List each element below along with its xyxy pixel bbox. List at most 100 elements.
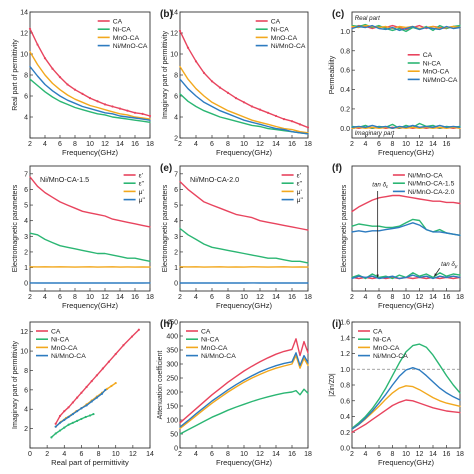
y-tick-label: 6 [24,387,28,394]
series-line-3 [351,24,461,32]
series-line-1 [179,93,309,135]
x-tick-label: 12 [101,141,109,148]
x-tick-label: 12 [129,451,137,458]
data-point [118,107,122,110]
x-tick-label: 10 [240,294,248,301]
x-tick-label: 18 [456,451,464,458]
series-line-2 [179,354,309,430]
y-axis-label: Electromagnetic parameters [12,184,19,272]
y-tick-label: 350 [166,348,178,355]
data-point [133,111,137,114]
data-point [226,91,230,94]
x-tick-label: 2 [28,294,32,301]
data-point [54,425,57,428]
x-tick-label: 8 [391,141,395,148]
x-axis-label: Frequency(GHz) [216,301,273,310]
inner-title: Ni/MnO-CA-2.0 [190,175,239,184]
x-tick-label: 14 [429,294,437,301]
y-tick-label: 0 [174,446,178,453]
data-point [95,374,98,377]
data-point [101,367,104,370]
legend-label: ε' [139,172,143,179]
y-tick-label: 4 [174,115,178,122]
x-tick-label: 12 [416,141,424,148]
data-point [90,400,93,403]
legend-label: ε" [297,181,303,188]
series-line-2 [351,385,461,430]
series-line-1 [351,343,461,429]
y-tick-label: 0.2 [340,430,350,437]
y-axis-label: Imaginary part of permittivity [12,341,19,429]
legend-label: Ni-CA [113,27,132,34]
y-tick-label: 4 [174,218,178,225]
annotation-text: Imaginary part [355,130,395,137]
y-tick-label: 12 [20,31,28,38]
data-point [90,380,93,383]
legend-label: Ni-CA [373,337,392,344]
annotation-text: tan δε [372,181,389,189]
y-tick-label: 4 [24,407,28,414]
x-tick-label: 18 [304,451,312,458]
data-point [88,97,92,100]
y-tick-label: 6 [24,187,28,194]
x-tick-label: 10 [112,451,120,458]
y-tick-label: 10 [20,52,28,59]
series-line-0 [351,194,461,213]
x-tick-label: 8 [226,141,230,148]
y-tick-label: 14 [20,10,28,17]
y-tick-label: 150 [166,404,178,411]
series-line-0 [179,180,309,231]
data-point [71,412,74,416]
legend-label: Ni/MnO-CA [423,77,458,84]
y-tick-label: 5 [24,203,28,210]
x-tick-label: 4 [364,141,368,148]
x-tick-label: 4 [194,451,198,458]
x-tick-label: 4 [364,294,368,301]
data-point [122,344,125,347]
x-tick-label: 14 [146,451,154,458]
data-point [54,422,57,425]
legend-label: ε' [297,172,301,179]
legend-label: CA [423,52,433,59]
legend-label: MnO-CA [113,35,140,42]
data-point [85,385,88,389]
panel-label: (f) [332,163,342,174]
data-point [218,86,222,89]
x-tick-label: 14 [272,141,280,148]
series-line-1 [351,218,461,237]
legend-label: MnO-CA [423,69,450,76]
data-point [96,100,99,103]
panel-label: (b) [160,9,173,20]
x-tick-label: 18 [304,294,312,301]
y-axis-label: Electromagnetic parameters [162,184,169,272]
x-tick-label: 2 [350,294,354,301]
y-tick-label: 6 [174,187,178,194]
x-tick-label: 18 [146,294,154,301]
data-point [76,396,79,399]
x-tick-label: 16 [288,451,296,458]
y-tick-label: 0.0 [340,446,350,453]
data-point [67,415,70,419]
legend-label: Ni-CA [423,60,442,67]
x-tick-label: 10 [240,141,248,148]
y-tick-label: 8 [24,368,28,375]
y-tick-label: 10 [170,52,178,59]
legend-label: Ni/MnO-CA [113,43,148,50]
y-tick-label: 0.4 [340,87,350,94]
series-line-0 [351,399,461,433]
x-tick-label: 8 [73,141,77,148]
y-tick-label: 14 [170,10,178,17]
series-line-2 [29,51,151,120]
data-point [137,328,140,331]
data-point [67,423,70,426]
y-tick-label: 8 [24,73,28,80]
y-tick-label: 1.0 [340,367,350,374]
x-tick-label: 4 [43,294,47,301]
